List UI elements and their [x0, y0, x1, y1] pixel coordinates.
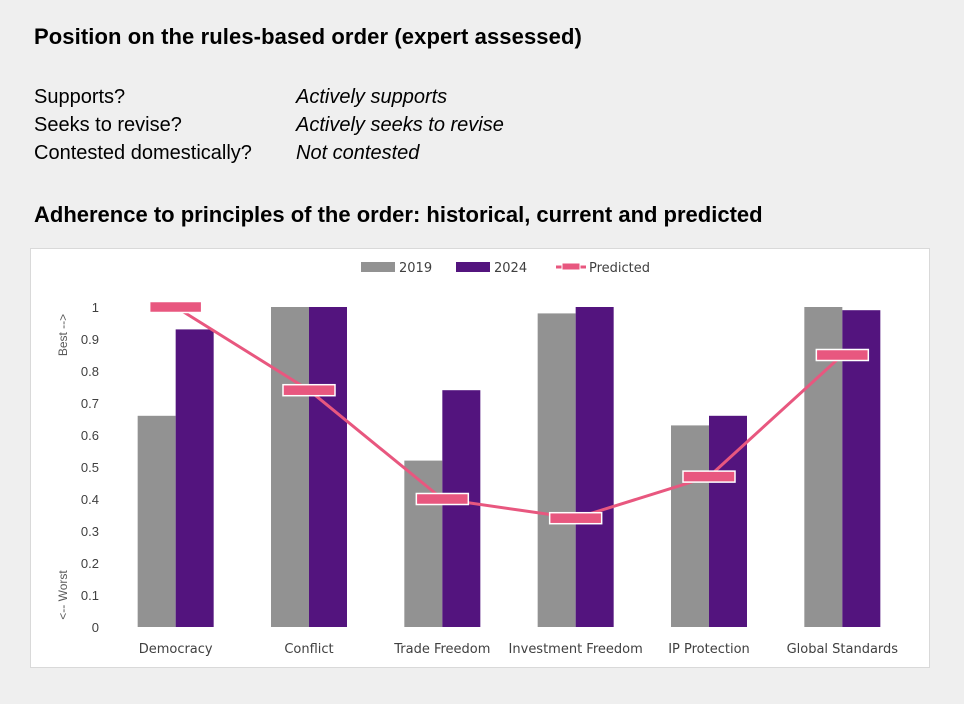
bar-2019-conflict — [271, 307, 309, 627]
x-category-label: Democracy — [139, 642, 213, 657]
y-axis-label-best: Best --> — [56, 314, 70, 356]
bar-2024-global-standards — [842, 310, 881, 627]
y-tick-label: 0.2 — [81, 556, 99, 571]
x-axis-categories: Democracy Conflict Trade Freedom Investment… — [139, 642, 899, 657]
position-label: Seeks to revise? — [34, 114, 182, 136]
y-tick-label: 0.1 — [81, 588, 99, 603]
predicted-marker — [282, 383, 336, 397]
adherence-chart: 2019 2024 Predicted Best --> <-- Worst 0 0.… — [56, 261, 899, 657]
bar-2019-trade-freedom — [404, 460, 443, 627]
x-category-label: Trade Freedom — [393, 642, 490, 657]
y-tick-label: 0 — [92, 620, 99, 635]
bar-2024-democracy — [175, 329, 214, 627]
legend-label-2024: 2024 — [494, 261, 527, 276]
y-tick-label: 0.7 — [81, 396, 99, 411]
predicted-marker — [548, 511, 603, 525]
chart-heading: Adherence to principles of the order: hi… — [34, 202, 763, 227]
x-category-label: Global Standards — [787, 642, 899, 657]
y-axis-ticks: 0 0.1 0.2 0.3 0.4 0.5 0.6 0.7 0.8 0.9 1 — [81, 300, 99, 635]
x-category-label: IP Protection — [668, 642, 750, 657]
bar-2019-investment-freedom — [537, 313, 576, 627]
legend-swatch-2019 — [361, 262, 395, 272]
legend-label-predicted: Predicted — [589, 261, 650, 276]
chart-container: 2019 2024 Predicted Best --> <-- Worst 0 0.… — [30, 248, 930, 668]
predicted-marker — [148, 300, 203, 314]
bar-2019-ip-protection — [671, 425, 709, 627]
y-tick-label: 0.3 — [81, 524, 99, 539]
predicted-marker — [415, 492, 470, 506]
y-tick-label: 0.5 — [81, 460, 99, 475]
predicted-marker — [815, 348, 870, 362]
legend: 2019 2024 Predicted — [361, 261, 650, 276]
x-category-label: Investment Freedom — [509, 642, 643, 657]
y-tick-label: 0.8 — [81, 364, 99, 379]
bar-2019-democracy — [137, 415, 176, 627]
bar-2024-ip-protection — [709, 415, 747, 627]
position-label: Supports? — [34, 86, 126, 108]
predicted-series — [148, 300, 870, 525]
y-axis-label-worst: <-- Worst — [56, 570, 70, 620]
legend-marker-predicted — [561, 262, 581, 271]
bar-2024-investment-freedom — [575, 307, 614, 627]
y-tick-label: 0.9 — [81, 332, 99, 347]
y-tick-label: 0.4 — [81, 492, 99, 507]
predicted-line — [174, 305, 844, 520]
y-tick-label: 1 — [92, 300, 99, 315]
bars — [137, 307, 881, 627]
position-value: Not contested — [296, 142, 420, 164]
x-category-label: Conflict — [284, 642, 333, 657]
y-tick-label: 0.6 — [81, 428, 99, 443]
position-label: Contested domestically? — [34, 142, 252, 164]
legend-swatch-2024 — [456, 262, 490, 272]
position-value: Actively seeks to revise — [296, 114, 504, 136]
position-value: Actively supports — [296, 86, 448, 108]
position-heading: Position on the rules-based order (exper… — [34, 24, 582, 49]
bar-2024-trade-freedom — [442, 390, 481, 627]
bar-2024-conflict — [309, 307, 347, 627]
predicted-marker — [682, 470, 736, 483]
legend-label-2019: 2019 — [399, 261, 432, 276]
